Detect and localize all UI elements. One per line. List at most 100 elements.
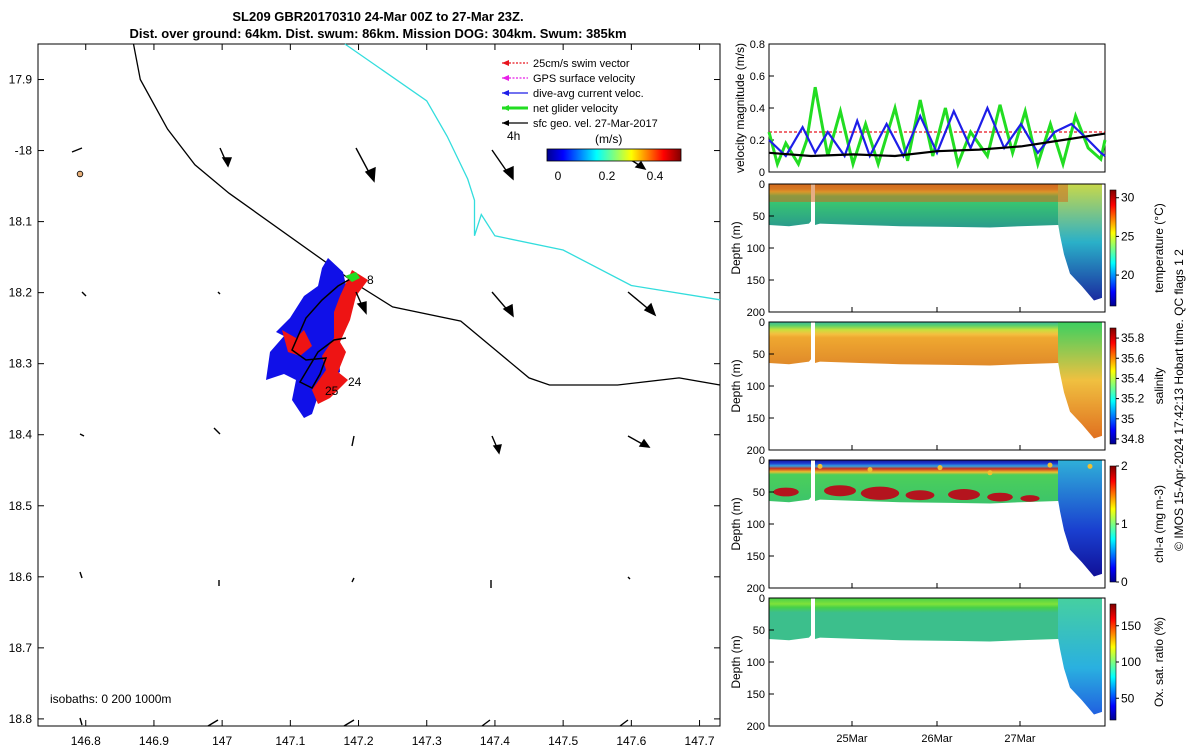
copyright-note: © IMOS 15-Apr-2024 17:42:13 Hobart time.… <box>1172 249 1186 551</box>
section-panel: 0 50 100 150 200 Depth (m) 30 25 20 temperature (… <box>729 179 1166 319</box>
velocity-ticks: 0 0.2 0.4 0.6 0.8 <box>750 39 774 179</box>
legend-arrowhead <box>502 75 509 81</box>
depth-ylabel: Depth (m) <box>729 359 743 412</box>
chl-dot <box>817 463 823 469</box>
depth-ticklabel: 100 <box>747 657 765 669</box>
map-x-ticklabel: 147.1 <box>275 734 305 748</box>
depth-ticklabel: 150 <box>747 551 765 563</box>
geo-arrow <box>79 433 85 437</box>
red-swim-swath <box>312 270 368 404</box>
map-x-ticklabel: 147.3 <box>412 734 442 748</box>
depth-ticklabel: 200 <box>747 307 765 319</box>
legend-arrowhead <box>502 90 509 96</box>
legend-scale-label: 4h <box>507 129 520 143</box>
map-y-ticklabel: 18.2 <box>9 286 33 300</box>
section-data-patch <box>769 322 811 365</box>
depth-ticklabel: 100 <box>747 519 765 531</box>
glider-track <box>291 277 353 389</box>
map-y-ticklabel: -18 <box>15 144 33 158</box>
map-panel: 146.8 146.9 147 147.1 147.2 147.3 147.4 147.5 14… <box>9 43 721 748</box>
chl-dot <box>1047 462 1053 468</box>
map-y-ticklabel: 18.8 <box>9 712 33 726</box>
geo-arrow <box>351 577 355 583</box>
start-marker <box>76 170 84 178</box>
velocity-ylabel: velocity magnitude (m/s) <box>733 43 747 173</box>
vel-y-ticklabel: 0 <box>759 167 765 179</box>
geo-arrow <box>351 435 355 447</box>
200m-isobath-line <box>132 43 721 386</box>
geo-arrow-head <box>492 444 502 455</box>
section-deep-profile <box>1058 598 1102 715</box>
legend-arrowhead <box>502 105 509 111</box>
section-panel: 0 50 100 150 200 Depth (m) 35.8 35.6 35.4 35.2 35 3… <box>729 317 1166 457</box>
map-lines <box>132 43 721 386</box>
geo-arrow <box>619 719 629 727</box>
map-y-ticklabel: 17.9 <box>9 73 33 87</box>
colorbar-ticklabel: 34.8 <box>1121 432 1145 446</box>
colorbar-ticklabel: 35.2 <box>1121 392 1145 406</box>
depth-ticklabel: 200 <box>747 445 765 457</box>
colorbar-ticklabel: 1 <box>1121 517 1128 531</box>
depth-ticklabel: 200 <box>747 583 765 595</box>
colorbar-ticklabel: 50 <box>1121 691 1135 705</box>
velocity-lines <box>767 86 1107 170</box>
colorbar-ticklabel: 25 <box>1121 229 1135 243</box>
section-deep-profile <box>1058 460 1102 577</box>
depth-ticklabel: 0 <box>759 593 765 605</box>
geo-arrow <box>343 719 355 727</box>
vel-y-ticklabel: 0.8 <box>750 39 765 51</box>
colorbar-ticklabel: 35.6 <box>1121 351 1145 365</box>
date-tick-26mar: 26Mar <box>921 733 953 745</box>
depth-ylabel: Depth (m) <box>729 635 743 688</box>
section-deep-profile <box>1058 184 1102 301</box>
date-tick-25mar: 25Mar <box>836 733 868 745</box>
chl-maximum-blob <box>905 490 935 501</box>
colorbar-units: (m/s) <box>595 132 622 146</box>
map-x-ticklabel: 147.6 <box>616 734 646 748</box>
colorbar-ticklabel: 100 <box>1121 655 1141 669</box>
chl-maximum-blob <box>987 492 1013 502</box>
sfc-geo-arrows <box>71 147 657 727</box>
date-tick-27mar: 27Mar <box>1004 733 1036 745</box>
section-data-patch <box>769 598 811 641</box>
depth-ticklabel: 50 <box>753 487 765 499</box>
map-y-ticklabel: 18.1 <box>9 215 33 229</box>
geo-arrow-head <box>634 160 647 171</box>
geo-arrow <box>481 719 491 727</box>
map-ticks: 146.8 146.9 147 147.1 147.2 147.3 147.4 147.5 14… <box>9 44 720 748</box>
colorbar-ticklabel: 2 <box>1121 459 1128 473</box>
geo-arrow <box>207 719 219 727</box>
day-label-24: 24 <box>348 375 362 389</box>
sfc-geo-vel--series <box>768 132 1106 158</box>
depth-ticklabel: 150 <box>747 275 765 287</box>
geo-arrow <box>627 576 631 580</box>
geo-arrow <box>71 147 83 153</box>
figure-title-line1: SL209 GBR20170310 24-Mar 00Z to 27-Mar 2… <box>232 9 523 24</box>
depth-ylabel: Depth (m) <box>729 221 743 274</box>
depth-ticklabel: 50 <box>753 211 765 223</box>
map-x-ticklabel: 147.5 <box>548 734 578 748</box>
map-x-ticklabel: 146.8 <box>71 734 101 748</box>
map-x-ticklabel: 146.9 <box>139 734 169 748</box>
day-label-25: 25 <box>325 384 339 398</box>
section-colorbar <box>1109 327 1117 445</box>
vel-y-ticklabel: 0.4 <box>750 103 765 115</box>
chl-dot <box>937 465 943 471</box>
dive-avg-current-veloc--series <box>768 105 1106 159</box>
chl-maximum-blob <box>860 486 900 500</box>
section-data-patch <box>815 598 1068 642</box>
chl-dot <box>1087 463 1093 469</box>
depth-ticklabel: 50 <box>753 349 765 361</box>
vel-y-ticklabel: 0.6 <box>750 71 765 83</box>
map-y-ticklabel: 18.7 <box>9 641 33 655</box>
map-y-ticklabel: 18.6 <box>9 570 33 584</box>
0m-isobath-line <box>344 43 721 301</box>
map-x-ticklabel: 147.2 <box>344 734 374 748</box>
chl-dot <box>867 467 873 473</box>
legend-label: 25cm/s swim vector <box>533 58 630 70</box>
chl-maximum-blob <box>948 489 980 501</box>
legend-label: sfc geo. vel. 27-Mar-2017 <box>533 118 658 130</box>
geo-arrow-head <box>638 438 651 448</box>
